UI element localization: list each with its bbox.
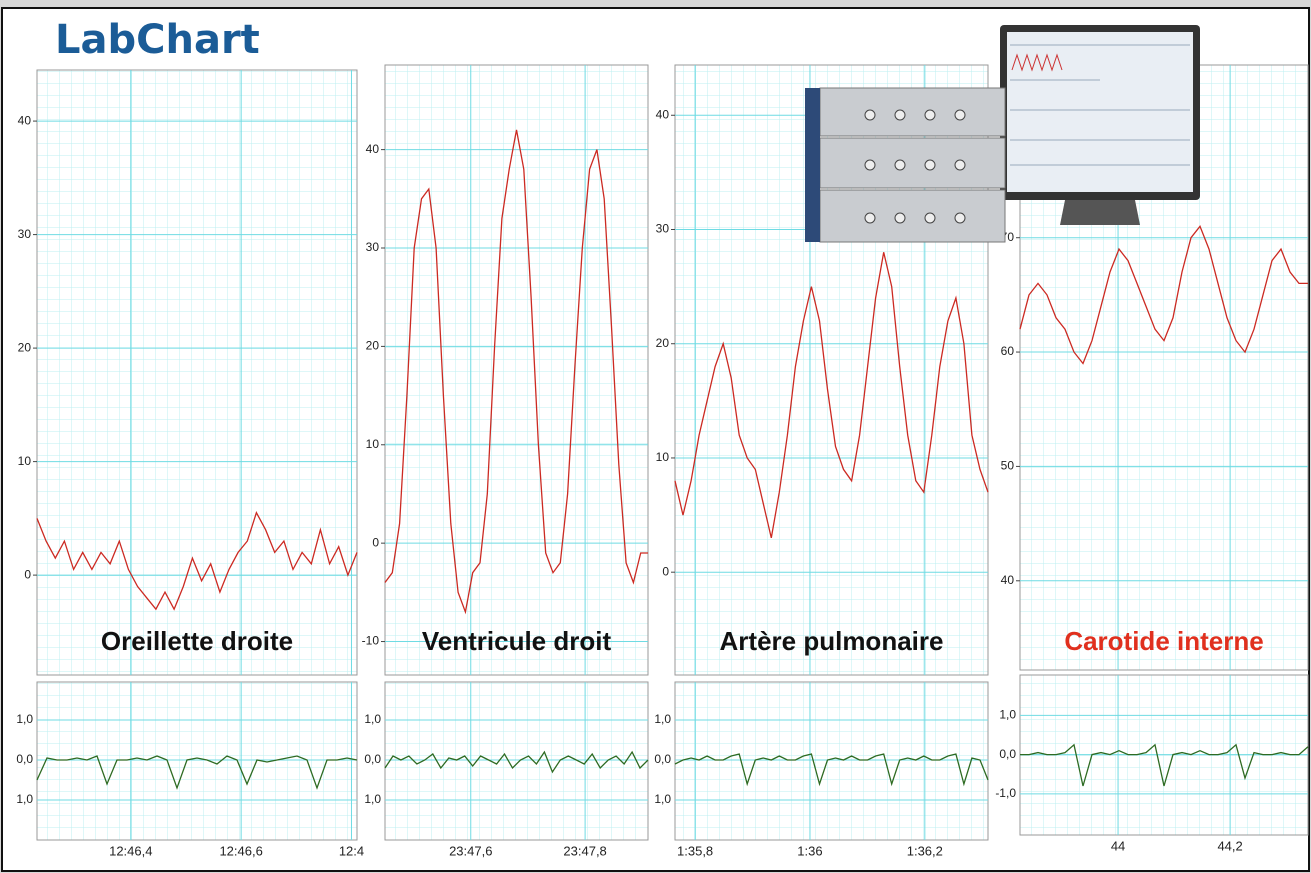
pressure-trace [36,511,358,611]
hardware-image [805,25,1200,243]
y-tick-label: 40 [1001,573,1015,587]
y-tick-label: 0 [662,564,669,578]
y-tick-label: 40 [366,142,380,156]
x-tick-label: 44 [1111,838,1125,853]
y-tick-label: 10 [18,454,32,468]
y-tick-label: 0,0 [999,747,1016,761]
monitor-stand [1060,200,1140,225]
y-tick-label: 0,0 [16,752,33,766]
y-tick-label: 50 [1001,459,1015,473]
unit-side [805,88,820,242]
y-tick-label: 10 [366,437,380,451]
panel-title: Carotide interne [1064,626,1263,656]
hardware-stack [805,87,1006,243]
pressure-trace [674,252,989,539]
y-tick-label: 30 [656,222,670,236]
y-tick-label: 1,0 [16,712,33,726]
x-tick-label: 1:35,8 [677,843,713,858]
pressure-trace [1019,225,1308,365]
x-tick-label: 1:36 [797,843,822,858]
y-tick-label: 30 [18,227,32,241]
x-tick-label: 12:46,6 [219,843,262,858]
y-tick-label: 1,0 [654,712,671,726]
y-tick-label: 1,0 [16,792,33,806]
unit [819,137,1006,189]
y-tick-label: 20 [656,336,670,350]
ecg-trace [674,753,989,787]
y-tick-label: 1,0 [999,708,1016,722]
logo: LabChart [55,17,260,63]
unit [819,87,1006,137]
ecg-trace [1020,743,1309,787]
y-tick-label: 1,0 [364,712,381,726]
ecg-area [384,681,649,841]
x-tick-label: 12:46,4 [109,843,152,858]
x-tick-label: 1:36,2 [907,843,943,858]
plot-area [36,69,358,676]
plot-area [384,64,649,676]
screen-lines [1010,44,1190,166]
y-tick-label: 0 [372,535,379,549]
y-tick-label: 1,0 [364,792,381,806]
y-tick-label: -1,0 [995,786,1016,800]
y-tick-label: 1,0 [654,792,671,806]
y-tick-label: 0,0 [364,752,381,766]
screen-trace [1011,53,1063,72]
x-tick-label: 44,2 [1217,838,1242,853]
panel-title: Ventricule droit [422,626,612,656]
ecg-trace [36,755,358,790]
y-tick-label: -10 [362,634,380,648]
y-tick-label: 0,0 [654,752,671,766]
y-tick-label: 10 [656,450,670,464]
x-tick-label: 23:47,8 [563,843,606,858]
panel-title: Artère pulmonaire [720,626,944,656]
ecg-area [674,681,989,841]
x-tick-label: 23:47,6 [449,843,492,858]
monitor-screen [1007,32,1193,192]
unit [819,189,1006,243]
panel-title: Oreillette droite [101,626,293,656]
y-tick-label: 0 [24,567,31,581]
connectors [864,109,966,224]
y-tick-label: 60 [1001,344,1015,358]
ecg-trace [384,750,649,774]
x-tick-label: 12:4 [339,843,364,858]
y-tick-label: 30 [366,240,380,254]
y-tick-label: 20 [18,340,32,354]
ecg-area [36,681,358,841]
pressure-trace [384,129,648,615]
y-tick-label: 40 [18,113,32,127]
y-tick-label: 40 [656,107,670,121]
y-tick-label: 20 [366,339,380,353]
